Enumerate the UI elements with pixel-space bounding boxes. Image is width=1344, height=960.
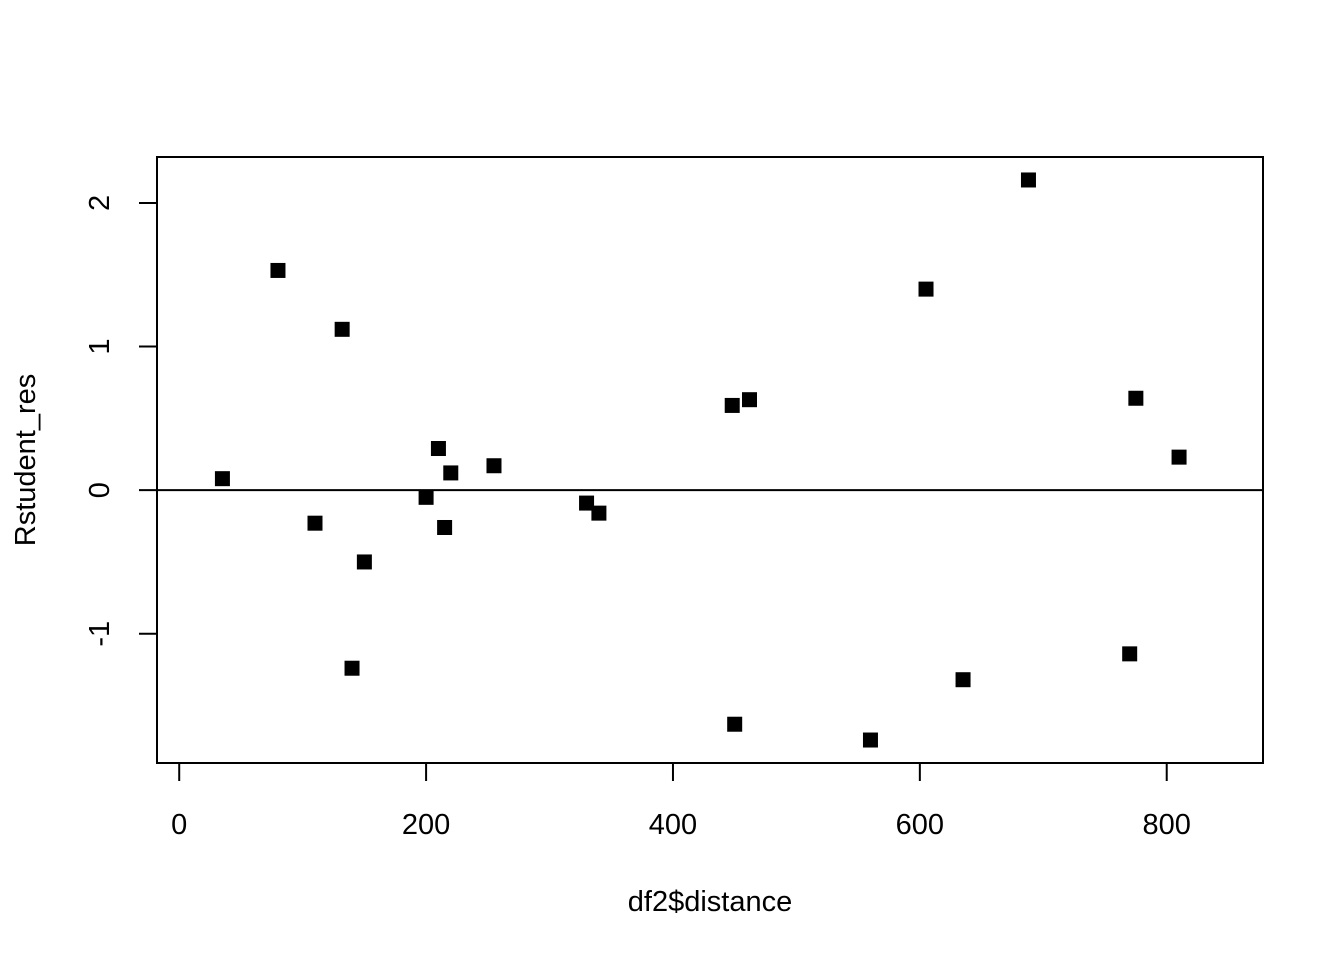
- data-point: [307, 515, 323, 531]
- y-tick-label: 1: [84, 338, 116, 354]
- data-point: [862, 732, 878, 748]
- data-point: [1020, 172, 1036, 188]
- data-point: [591, 505, 607, 521]
- data-point: [724, 397, 740, 413]
- data-point: [1122, 646, 1138, 662]
- data-point: [1128, 390, 1144, 406]
- data-point: [1171, 449, 1187, 465]
- data-point: [742, 392, 757, 408]
- data-point: [430, 441, 446, 457]
- x-tick-label: 400: [649, 809, 697, 841]
- data-points: [214, 172, 1187, 748]
- y-tick-label: 0: [84, 482, 116, 498]
- data-point: [437, 519, 453, 535]
- x-tick-label: 800: [1143, 809, 1191, 841]
- data-point: [418, 489, 434, 505]
- y-tick-label: 2: [84, 195, 116, 211]
- data-point: [486, 458, 502, 474]
- data-point: [270, 262, 286, 278]
- data-point: [579, 495, 595, 511]
- y-tick-label: -1: [84, 621, 116, 647]
- plot-frame: [156, 156, 1264, 764]
- data-point: [727, 716, 743, 732]
- y-axis-title: Rstudent_res: [10, 374, 42, 547]
- data-point: [334, 321, 350, 337]
- data-point: [214, 471, 230, 487]
- data-point: [918, 281, 934, 297]
- x-axis-title: df2$distance: [628, 886, 792, 918]
- data-point: [443, 465, 459, 481]
- x-tick-label: 0: [171, 809, 187, 841]
- data-point: [344, 660, 360, 676]
- data-point: [955, 672, 971, 688]
- x-tick-label: 600: [896, 809, 944, 841]
- data-point: [356, 554, 372, 570]
- x-tick-label: 200: [402, 809, 450, 841]
